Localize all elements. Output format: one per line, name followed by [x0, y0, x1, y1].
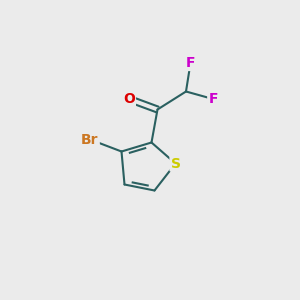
Text: S: S: [170, 157, 181, 170]
Text: F: F: [208, 92, 218, 106]
Text: F: F: [186, 56, 195, 70]
Text: Br: Br: [81, 133, 99, 146]
Text: O: O: [123, 92, 135, 106]
